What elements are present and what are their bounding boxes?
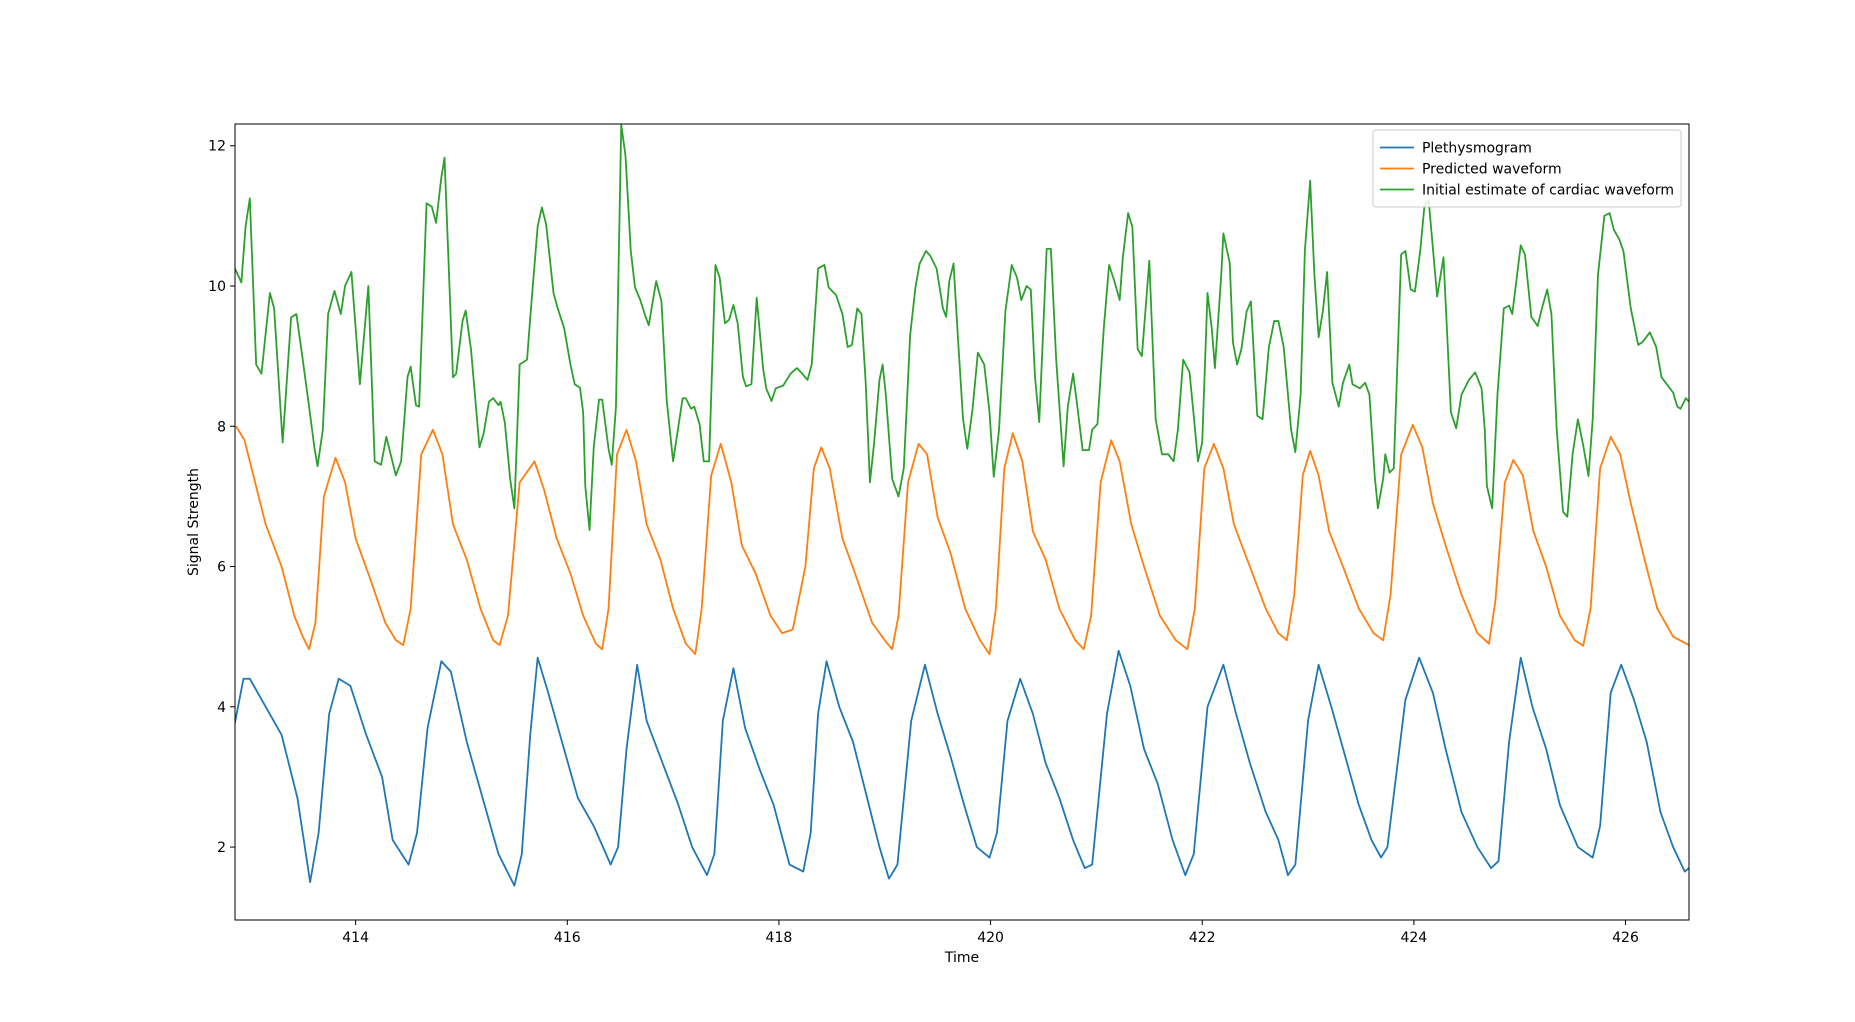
y-tick-label: 2	[217, 840, 226, 856]
x-tick-label: 422	[1189, 930, 1216, 946]
series-line	[235, 124, 1689, 531]
y-tick-label: 6	[217, 560, 226, 576]
x-tick-label: 424	[1400, 930, 1427, 946]
x-tick-label: 426	[1612, 930, 1639, 946]
legend: Plethysmogram Predicted waveform Initial e…	[1372, 129, 1682, 208]
x-tick-label: 420	[977, 930, 1004, 946]
x-tick-label: 414	[342, 930, 369, 946]
x-axis-label: Time	[944, 950, 979, 966]
legend-label: Predicted waveform	[1422, 162, 1562, 178]
y-axis-label: Signal Strength	[186, 468, 202, 576]
plot-frame	[234, 123, 1690, 921]
series-line	[235, 649, 1689, 887]
y-tick-label: 12	[208, 139, 226, 155]
legend-box	[1372, 129, 1682, 208]
y-tick-label: 8	[217, 419, 226, 435]
series-line	[235, 423, 1689, 656]
y-tick-label: 4	[217, 700, 226, 716]
legend-label: Initial estimate of cardiac waveform	[1422, 183, 1674, 199]
x-tick-label: 416	[554, 930, 581, 946]
legend-label: Plethysmogram	[1422, 141, 1532, 157]
x-tick-label: 418	[766, 930, 793, 946]
y-tick-label: 10	[208, 279, 226, 295]
